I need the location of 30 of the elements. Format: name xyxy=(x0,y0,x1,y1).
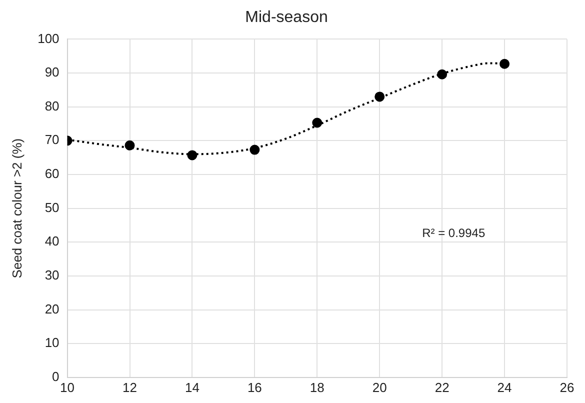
x-tick-label: 14 xyxy=(184,380,200,395)
x-tick-label: 20 xyxy=(372,380,387,395)
x-tick-label: 26 xyxy=(560,380,574,395)
annotation: R² = 0.9945 xyxy=(422,226,486,240)
x-tick-label: 18 xyxy=(310,380,324,395)
y-axis-title: Seed coat colour >2 (%) xyxy=(9,138,24,278)
point xyxy=(374,92,385,102)
y-tick-label: 20 xyxy=(44,301,60,316)
y-tick-label: 0 xyxy=(52,368,60,384)
y-tick-label: 80 xyxy=(44,98,60,114)
chart-title: Mid-season xyxy=(245,9,328,26)
x-tick-label: 16 xyxy=(247,380,262,395)
y-tick-label: 60 xyxy=(44,166,60,182)
y-tick-label: 100 xyxy=(38,30,60,46)
point xyxy=(312,118,322,128)
x-tick-label: 22 xyxy=(434,380,450,395)
y-tick-label: 70 xyxy=(44,132,60,148)
x-tick-label: 24 xyxy=(497,380,512,395)
point xyxy=(437,69,448,80)
x-tick-label: 12 xyxy=(122,380,137,395)
point xyxy=(124,140,135,150)
point xyxy=(500,58,510,69)
y-tick-label: 90 xyxy=(44,64,60,80)
point xyxy=(187,150,198,160)
y-tick-label: 40 xyxy=(44,234,60,249)
y-tick-label: 30 xyxy=(44,268,60,283)
point xyxy=(250,144,260,155)
x-tick-label: 10 xyxy=(60,380,75,395)
y-tick-label: 10 xyxy=(44,335,60,350)
y-tick-label: 50 xyxy=(44,200,60,215)
